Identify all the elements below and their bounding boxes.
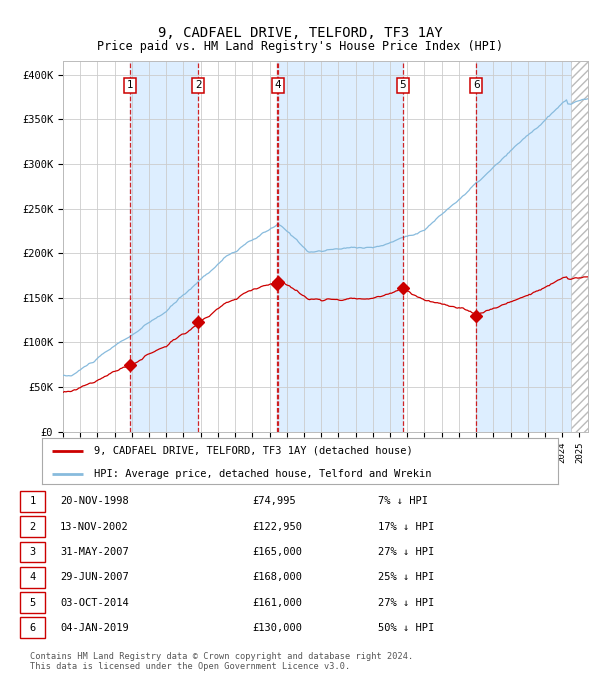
- Text: 17% ↓ HPI: 17% ↓ HPI: [378, 522, 434, 532]
- Bar: [571, 61, 588, 432]
- Text: 9, CADFAEL DRIVE, TELFORD, TF3 1AY (detached house): 9, CADFAEL DRIVE, TELFORD, TF3 1AY (deta…: [94, 446, 412, 456]
- Text: 1: 1: [127, 80, 133, 90]
- Text: £161,000: £161,000: [252, 598, 302, 607]
- Text: £165,000: £165,000: [252, 547, 302, 557]
- Text: 04-JAN-2019: 04-JAN-2019: [60, 623, 129, 633]
- Text: 2: 2: [29, 522, 35, 532]
- Text: 4: 4: [275, 80, 281, 90]
- Bar: [277, 61, 403, 432]
- Bar: [130, 61, 198, 432]
- Text: 27% ↓ HPI: 27% ↓ HPI: [378, 547, 434, 557]
- Text: £74,995: £74,995: [252, 496, 296, 507]
- Text: 2: 2: [195, 80, 202, 90]
- Text: 25% ↓ HPI: 25% ↓ HPI: [378, 573, 434, 582]
- Text: 31-MAY-2007: 31-MAY-2007: [60, 547, 129, 557]
- Bar: [476, 61, 571, 432]
- Text: 3: 3: [29, 547, 35, 557]
- Text: 6: 6: [29, 623, 35, 633]
- Text: 29-JUN-2007: 29-JUN-2007: [60, 573, 129, 582]
- Text: 1: 1: [29, 496, 35, 507]
- Text: 5: 5: [29, 598, 35, 607]
- Text: £130,000: £130,000: [252, 623, 302, 633]
- Text: £168,000: £168,000: [252, 573, 302, 582]
- Text: 5: 5: [400, 80, 406, 90]
- Text: 6: 6: [473, 80, 479, 90]
- Text: 7% ↓ HPI: 7% ↓ HPI: [378, 496, 428, 507]
- Text: Contains HM Land Registry data © Crown copyright and database right 2024.
This d: Contains HM Land Registry data © Crown c…: [30, 652, 413, 671]
- Text: 9, CADFAEL DRIVE, TELFORD, TF3 1AY: 9, CADFAEL DRIVE, TELFORD, TF3 1AY: [158, 26, 442, 39]
- Text: HPI: Average price, detached house, Telford and Wrekin: HPI: Average price, detached house, Telf…: [94, 469, 431, 479]
- Text: Price paid vs. HM Land Registry's House Price Index (HPI): Price paid vs. HM Land Registry's House …: [97, 39, 503, 53]
- Text: 27% ↓ HPI: 27% ↓ HPI: [378, 598, 434, 607]
- Text: £122,950: £122,950: [252, 522, 302, 532]
- Text: 4: 4: [29, 573, 35, 582]
- Text: 20-NOV-1998: 20-NOV-1998: [60, 496, 129, 507]
- Text: 03-OCT-2014: 03-OCT-2014: [60, 598, 129, 607]
- Text: 50% ↓ HPI: 50% ↓ HPI: [378, 623, 434, 633]
- Text: 13-NOV-2002: 13-NOV-2002: [60, 522, 129, 532]
